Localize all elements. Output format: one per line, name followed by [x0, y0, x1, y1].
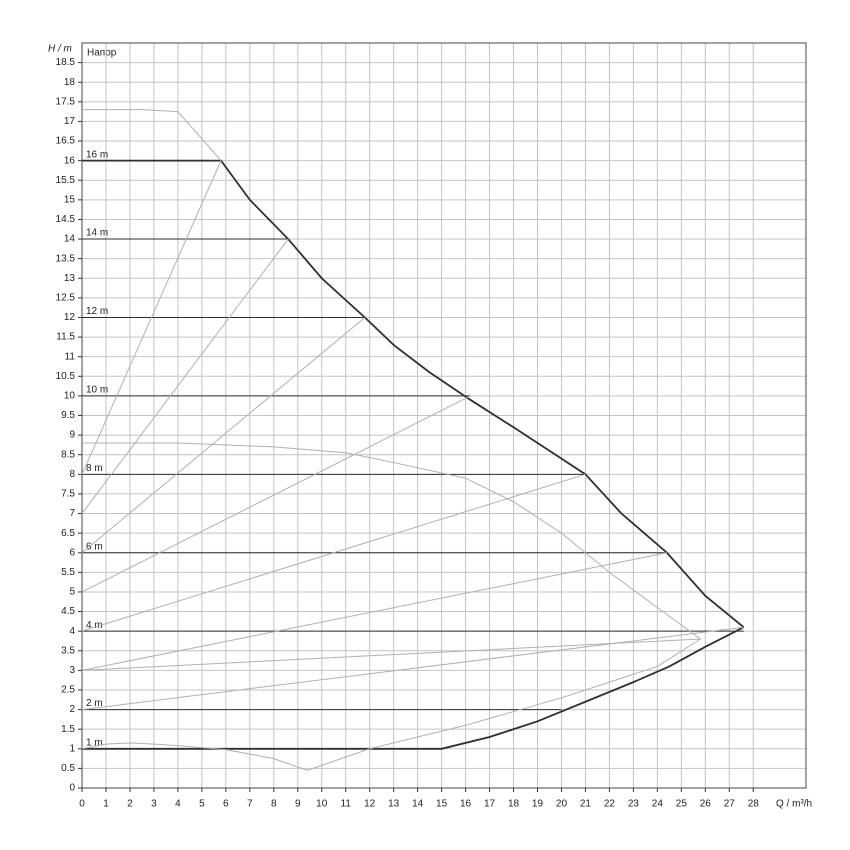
- y-tick-label: 2: [69, 704, 75, 715]
- y-axis-label: H / m: [48, 44, 72, 55]
- x-tick-label: 0: [79, 799, 85, 810]
- x-tick-label: 24: [652, 799, 664, 810]
- x-tick-label: 5: [199, 799, 205, 810]
- x-tick-label: 20: [556, 799, 568, 810]
- curve-label: 12 m: [86, 306, 108, 317]
- x-tick-label: 6: [223, 799, 229, 810]
- x-tick-label: 2: [127, 799, 133, 810]
- curve-label: 1 m: [86, 737, 103, 748]
- x-tick-label: 17: [484, 799, 496, 810]
- y-tick-label: 14.5: [56, 214, 76, 225]
- x-tick-label: 13: [388, 799, 400, 810]
- curve-label: 10 m: [86, 385, 108, 396]
- x-tick-label: 26: [700, 799, 712, 810]
- x-tick-label: 9: [295, 799, 301, 810]
- y-tick-label: 12.5: [56, 293, 76, 304]
- x-axis-label: Q / m³/h: [776, 799, 812, 810]
- x-tick-label: 22: [604, 799, 616, 810]
- curve: [81, 638, 701, 671]
- x-tick-label: 4: [175, 799, 181, 810]
- y-tick-label: 9.5: [61, 410, 75, 421]
- curve: [81, 626, 744, 711]
- x-tick-label: 1: [103, 799, 109, 810]
- x-tick-label: 23: [628, 799, 640, 810]
- x-tick-label: 15: [436, 799, 448, 810]
- y-tick-label: 9: [69, 430, 75, 441]
- x-tick-label: 21: [580, 799, 592, 810]
- curve: [81, 160, 222, 475]
- x-tick-label: 18: [508, 799, 520, 810]
- curve-label: 4 m: [86, 620, 103, 631]
- curve: [81, 238, 289, 514]
- y-tick-label: 13.5: [56, 253, 76, 264]
- y-tick-label: 18.5: [56, 57, 76, 68]
- curve-label: 6 m: [86, 541, 103, 552]
- curve: [81, 395, 471, 593]
- x-tick-label: 27: [724, 799, 736, 810]
- curve: [82, 626, 745, 750]
- y-tick-label: 4: [69, 626, 75, 637]
- curve-label: 16 m: [86, 149, 108, 160]
- y-tick-label: 0.5: [61, 763, 75, 774]
- y-tick-label: 10: [64, 391, 76, 402]
- y-tick-label: 15.5: [56, 175, 76, 186]
- y-tick-label: 5: [69, 587, 75, 598]
- y-tick-label: 17: [64, 116, 76, 127]
- y-tick-label: 5.5: [61, 567, 75, 578]
- y-tick-label: 2.5: [61, 685, 75, 696]
- x-tick-label: 19: [532, 799, 544, 810]
- curve: [82, 442, 701, 640]
- curve: [81, 552, 668, 671]
- y-tick-label: 0: [69, 783, 75, 794]
- y-tick-label: 7.5: [61, 489, 75, 500]
- y-tick-label: 3: [69, 665, 75, 676]
- x-tick-label: 16: [460, 799, 472, 810]
- y-tick-label: 16: [64, 155, 76, 166]
- y-tick-label: 17.5: [56, 96, 76, 107]
- y-tick-label: 11.5: [56, 332, 75, 343]
- x-tick-label: 10: [316, 799, 328, 810]
- y-tick-label: 15: [64, 194, 76, 205]
- y-tick-label: 13: [64, 273, 76, 284]
- y-tick-label: 18: [64, 77, 76, 88]
- y-tick-label: 1.5: [61, 724, 75, 735]
- curve-label: 2 m: [86, 698, 103, 709]
- curve: [81, 638, 701, 771]
- y-tick-label: 1: [69, 743, 75, 754]
- curve: [82, 159, 745, 628]
- y-tick-label: 4.5: [61, 606, 75, 617]
- x-tick-label: 11: [341, 799, 352, 810]
- curve-label: 8 m: [86, 463, 103, 474]
- curve-label: 14 m: [86, 228, 108, 239]
- curve: [81, 473, 586, 632]
- y-tick-label: 8.5: [61, 449, 75, 460]
- y-tick-label: 7: [69, 508, 75, 519]
- x-tick-label: 28: [748, 799, 760, 810]
- curve: [81, 317, 366, 554]
- x-tick-label: 25: [676, 799, 688, 810]
- x-tick-label: 7: [247, 799, 253, 810]
- x-tick-label: 12: [364, 799, 376, 810]
- y-tick-label: 10.5: [56, 371, 76, 382]
- x-tick-label: 3: [151, 799, 157, 810]
- y-tick-label: 6.5: [61, 528, 75, 539]
- chart-title: Напор: [87, 48, 117, 59]
- y-tick-label: 6: [69, 547, 75, 558]
- y-tick-label: 14: [64, 234, 76, 245]
- x-tick-label: 14: [412, 799, 424, 810]
- y-tick-label: 8: [69, 469, 75, 480]
- plot-border: [81, 42, 807, 789]
- curve: [82, 109, 222, 161]
- x-tick-label: 8: [271, 799, 277, 810]
- y-tick-label: 16.5: [56, 136, 76, 147]
- y-tick-label: 12: [64, 312, 76, 323]
- y-tick-label: 3.5: [61, 645, 75, 656]
- y-tick-label: 11: [65, 351, 76, 362]
